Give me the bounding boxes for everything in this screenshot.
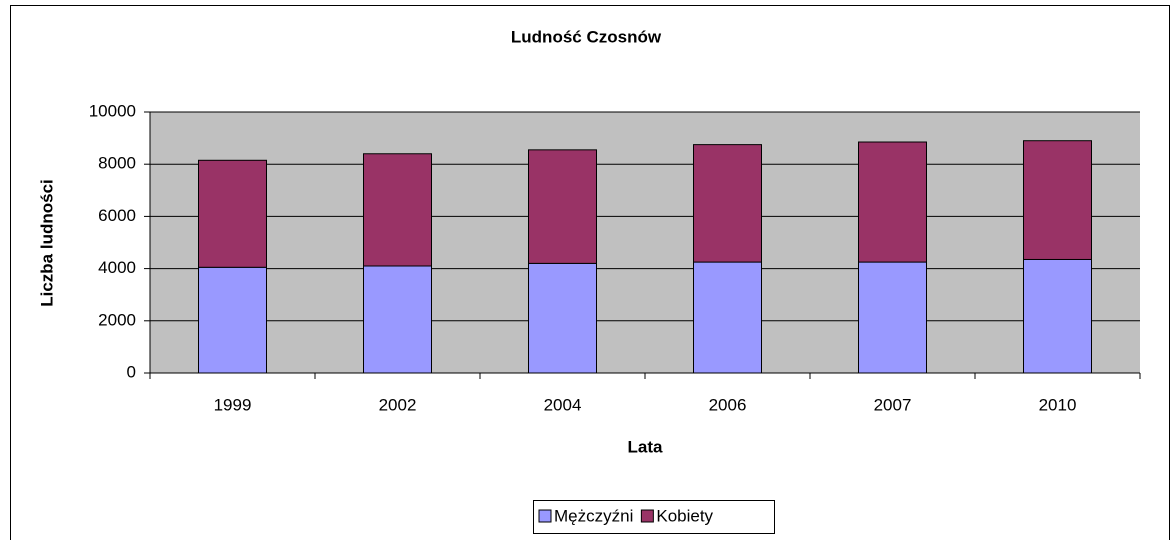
x-tick-label: 2006 <box>709 395 747 414</box>
x-tick-label: 2002 <box>379 395 417 414</box>
bar-segment <box>693 261 762 374</box>
bar-segment <box>198 266 267 374</box>
legend-label: Mężczyźni <box>554 506 633 525</box>
x-tick-label: 2010 <box>1039 395 1077 414</box>
y-tick-label: 6000 <box>98 206 136 225</box>
bar-segment <box>363 265 432 374</box>
bar-segment <box>363 153 432 267</box>
legend-swatch <box>538 509 552 523</box>
chart-title: Ludność Czosnów <box>511 27 662 46</box>
bar-segment <box>198 159 267 268</box>
y-tick-label: 10000 <box>89 101 136 120</box>
x-tick-label: 2004 <box>544 395 582 414</box>
bar-segment <box>1023 258 1092 374</box>
x-tick-label: 2007 <box>874 395 912 414</box>
y-tick-label: 8000 <box>98 154 136 173</box>
legend-box <box>533 500 775 534</box>
y-axis-title: Liczba ludności <box>37 179 56 307</box>
y-tick-label: 2000 <box>98 310 136 329</box>
y-tick-label: 4000 <box>98 258 136 277</box>
bar-segment <box>1023 140 1092 260</box>
bar-segment <box>693 144 762 263</box>
plot-area <box>150 112 1140 373</box>
bar-segment <box>858 141 927 263</box>
legend-swatch <box>640 509 654 523</box>
x-axis-title: Lata <box>628 437 664 456</box>
bar-segment <box>858 261 927 374</box>
bar-segment <box>528 262 597 374</box>
y-tick-label: 0 <box>127 362 136 381</box>
x-tick-label: 1999 <box>214 395 252 414</box>
legend-label: Kobiety <box>656 506 713 525</box>
bar-segment <box>528 149 597 264</box>
